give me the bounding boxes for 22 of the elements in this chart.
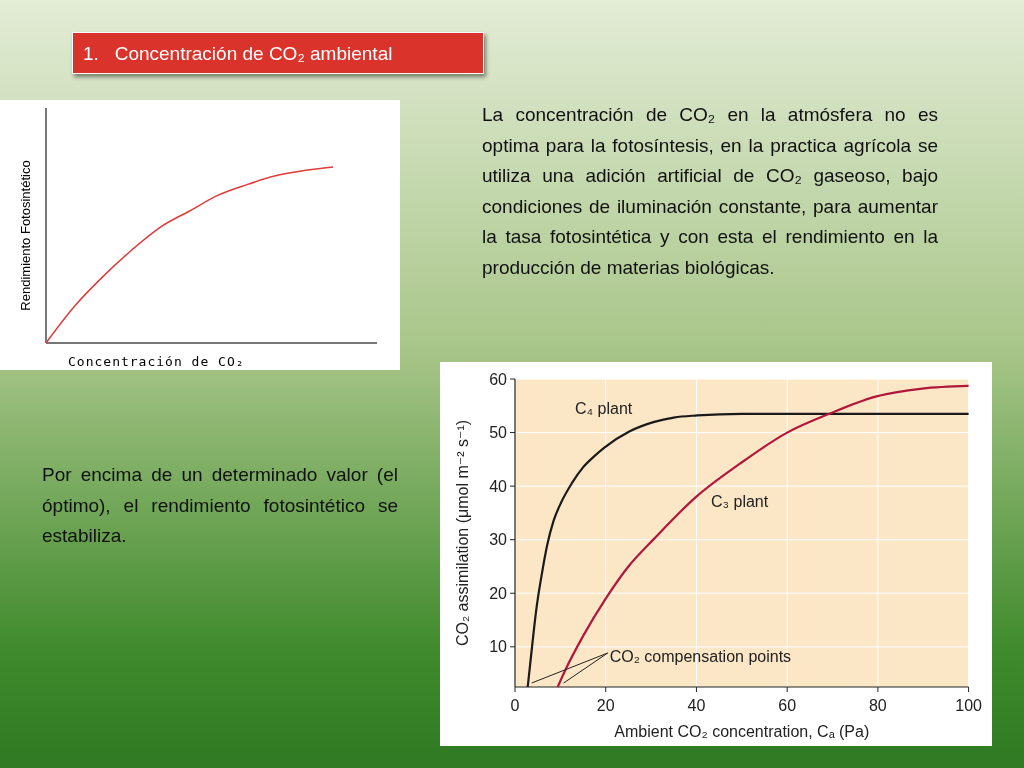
x-tick-label: 100: [955, 697, 983, 714]
x-tick-label: 0: [510, 697, 520, 714]
y-tick-label: 60: [489, 370, 508, 388]
x-tick-label: 60: [778, 697, 797, 714]
y-axis-title: CO₂ assimilation (μmol m⁻² s⁻¹): [454, 419, 471, 647]
annotation: CO₂ compensation points: [609, 647, 792, 665]
series-label: C₃ plant: [711, 493, 769, 510]
x-axis-title: Concentración de CO₂: [68, 354, 245, 369]
y-tick-label: 20: [489, 584, 508, 602]
y-tick-label: 10: [489, 638, 508, 656]
x-axis-title: Ambient CO₂ concentration, Cₐ (Pa): [614, 723, 870, 740]
series-label: C₄ plant: [575, 400, 633, 417]
x-tick-label: 80: [868, 697, 887, 714]
y-tick-label: 40: [489, 477, 508, 495]
x-tick-label: 40: [687, 697, 706, 714]
text: 1. Concentración de CO₂ ambiental: [72, 32, 484, 74]
text: La concentración de CO₂ en la atmósfera no es optima para la fotosíntesis, en la practica agrícola se utiliza una adición artificial de CO₂ gaseoso, bajo condiciones de iluminación constante, para aumentar la tasa fotosintética y con esta el rendimiento en la producción de materias biológicas.: [482, 103, 938, 280]
y-tick-label: 50: [489, 424, 508, 442]
y-axis-title: Rendimiento Fotosintético: [18, 160, 33, 311]
x-tick-label: 20: [596, 697, 615, 714]
text: Por encima de un determinado valor (el óptimo), el rendimiento fotosintético se estabiliza.: [42, 463, 398, 548]
y-tick-label: 30: [489, 531, 508, 549]
